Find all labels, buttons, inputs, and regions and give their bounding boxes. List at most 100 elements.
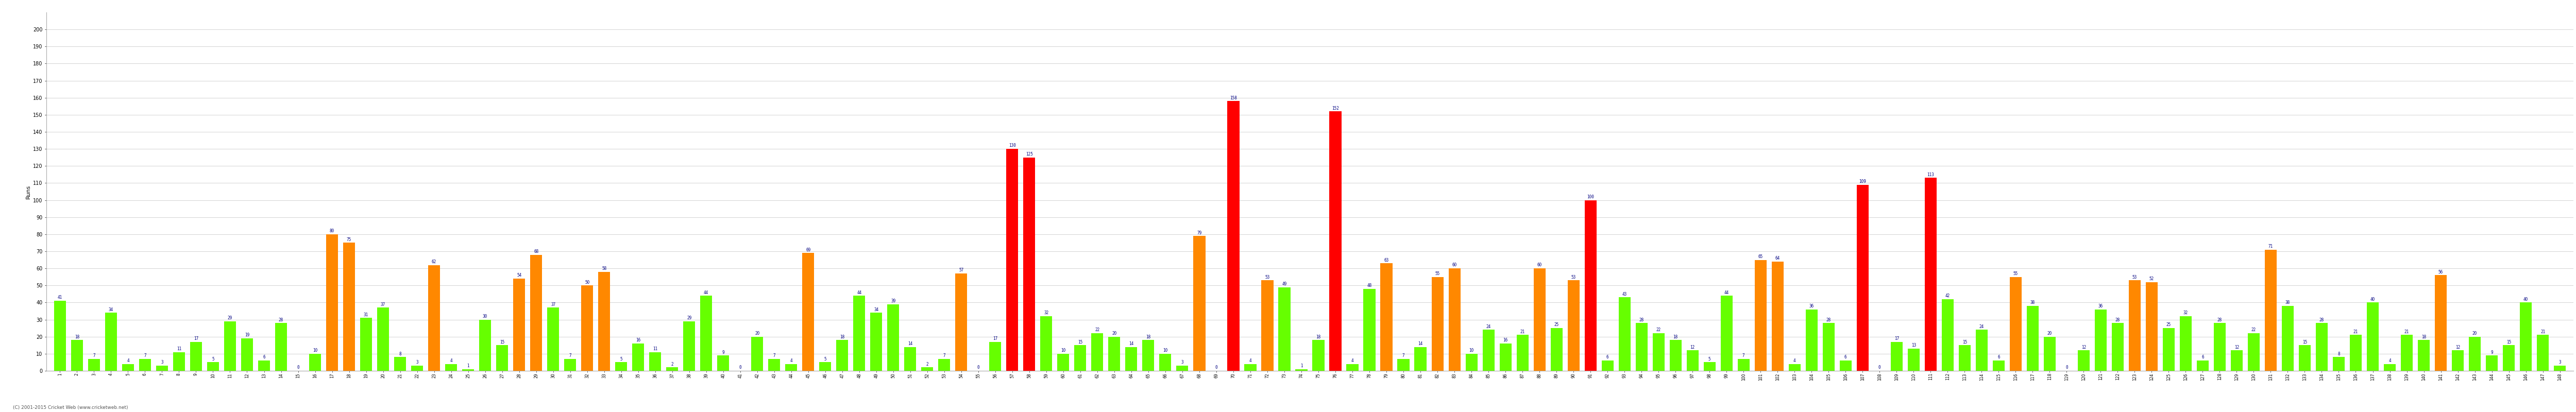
Bar	[2282, 306, 2293, 371]
Bar	[258, 360, 270, 371]
Text: 125: 125	[1025, 152, 1033, 157]
Bar	[871, 313, 881, 371]
Bar	[837, 340, 848, 371]
Text: 14: 14	[907, 342, 912, 346]
Bar	[956, 274, 966, 371]
Text: 55: 55	[1435, 272, 1440, 276]
Text: 29: 29	[688, 316, 690, 321]
Bar	[1074, 345, 1087, 371]
Bar	[1806, 309, 1819, 371]
Bar	[2367, 302, 2378, 371]
Bar	[1636, 323, 1649, 371]
Bar	[2298, 345, 2311, 371]
Text: 14: 14	[1417, 342, 1422, 346]
Text: 65: 65	[1759, 254, 1762, 259]
Text: 56: 56	[2439, 270, 2442, 274]
Text: 11: 11	[652, 346, 657, 351]
Bar	[2401, 335, 2414, 371]
Bar	[1788, 364, 1801, 371]
Text: 34: 34	[108, 307, 113, 312]
Bar	[853, 296, 866, 371]
Bar	[1754, 260, 1767, 371]
Text: 10: 10	[1162, 348, 1167, 353]
Bar	[2452, 350, 2463, 371]
Text: 79: 79	[1198, 230, 1203, 235]
Bar	[701, 296, 711, 371]
Text: 41: 41	[57, 295, 62, 300]
Text: 63: 63	[1383, 258, 1388, 262]
Text: 15: 15	[2506, 340, 2512, 344]
Text: 64: 64	[1775, 256, 1780, 261]
Text: 55: 55	[2014, 272, 2017, 276]
Text: 57: 57	[958, 268, 963, 273]
Text: 21: 21	[1520, 330, 1525, 334]
Bar	[598, 272, 611, 371]
Bar	[1092, 333, 1103, 371]
Bar	[1687, 350, 1698, 371]
Text: 36: 36	[2099, 304, 2102, 309]
Text: 20: 20	[755, 331, 760, 336]
Text: 40: 40	[2370, 297, 2375, 302]
Bar	[2486, 356, 2499, 371]
Bar	[667, 368, 677, 371]
Bar	[224, 321, 237, 371]
Bar	[2179, 316, 2192, 371]
Bar	[376, 308, 389, 371]
Text: 12: 12	[2233, 345, 2239, 349]
Text: 18: 18	[1316, 335, 1321, 339]
Bar	[2079, 350, 2089, 371]
Bar	[121, 364, 134, 371]
Bar	[2231, 350, 2244, 371]
Text: 24: 24	[1978, 324, 1984, 329]
Text: 20: 20	[2048, 331, 2053, 336]
Bar	[2334, 357, 2344, 371]
Bar	[1448, 268, 1461, 371]
Bar	[242, 338, 252, 371]
Bar	[2197, 360, 2208, 371]
Bar	[2027, 306, 2038, 371]
Bar	[1381, 263, 1394, 371]
Text: 100: 100	[1587, 194, 1595, 199]
Bar	[1007, 149, 1018, 371]
Text: 38: 38	[2285, 300, 2290, 305]
Bar	[1976, 330, 1989, 371]
Bar	[1891, 342, 1904, 371]
Text: 38: 38	[2030, 300, 2035, 305]
Bar	[412, 366, 422, 371]
Bar	[479, 320, 492, 371]
Bar	[72, 340, 82, 371]
Text: 52: 52	[2148, 276, 2154, 281]
Text: 43: 43	[1623, 292, 1628, 297]
Bar	[819, 362, 832, 371]
Text: 11: 11	[178, 346, 180, 351]
Bar	[1159, 354, 1172, 371]
Bar	[1909, 349, 1919, 371]
Bar	[1772, 262, 1783, 371]
Text: 62: 62	[433, 260, 435, 264]
Bar	[1329, 111, 1342, 371]
Text: 75: 75	[348, 237, 350, 242]
Text: 53: 53	[2133, 275, 2138, 279]
Bar	[2112, 323, 2123, 371]
Bar	[616, 362, 626, 371]
Text: 24: 24	[1486, 324, 1492, 329]
Bar	[2504, 345, 2514, 371]
Text: 18: 18	[75, 335, 80, 339]
Bar	[1311, 340, 1324, 371]
Bar	[752, 337, 762, 371]
Bar	[2316, 323, 2329, 371]
Bar	[1569, 280, 1579, 371]
Bar	[631, 344, 644, 371]
Text: 53: 53	[1571, 275, 1577, 279]
Bar	[2164, 328, 2174, 371]
Bar	[428, 265, 440, 371]
Bar	[361, 318, 371, 371]
Bar	[1721, 296, 1734, 371]
Text: 109: 109	[1860, 179, 1865, 184]
Bar	[1654, 333, 1664, 371]
Bar	[2434, 275, 2447, 371]
Text: 25: 25	[2166, 323, 2172, 327]
Bar	[1958, 345, 1971, 371]
Bar	[2537, 335, 2548, 371]
Bar	[343, 243, 355, 371]
